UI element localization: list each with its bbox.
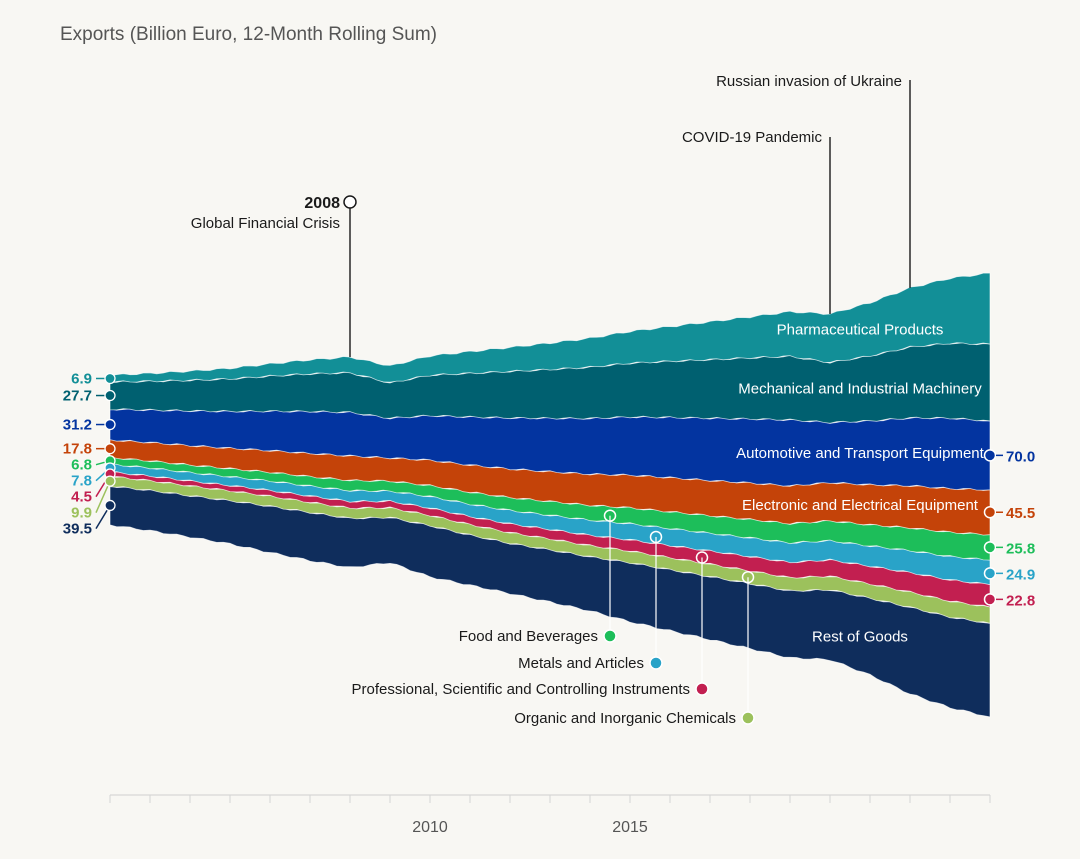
callout-marker-2 — [695, 682, 709, 696]
callout-label-1: Organic and Inorganic Chemicals — [514, 710, 736, 727]
end-marker-6 — [983, 449, 997, 462]
end-value-6: 70.0 — [1006, 448, 1035, 465]
end-marker-3 — [983, 567, 997, 580]
start-marker-8 — [104, 372, 116, 385]
callout-label-2: Professional, Scientific and Controlling… — [352, 681, 691, 698]
layer-label-5: Electronic and Electrical Equipment — [742, 497, 979, 514]
stream-layers — [109, 272, 991, 718]
start-marker-7 — [104, 389, 116, 402]
end-value-labels: 70.0 45.5 25.8 24.9 22.8 — [983, 448, 1035, 609]
callout-point-2 — [695, 551, 709, 564]
callout-label-3: Metals and Articles — [518, 655, 644, 672]
covid-annotation-text: COVID-19 Pandemic — [682, 129, 823, 146]
end-value-4: 25.8 — [1006, 540, 1035, 557]
gfc-annotation-text: Global Financial Crisis — [191, 215, 340, 232]
callout-label-4: Food and Beverages — [459, 628, 598, 645]
callout-marker-4 — [603, 629, 617, 643]
start-connector-1 — [95, 480, 111, 513]
stream-layer-8 — [109, 272, 991, 384]
callout-point-4 — [603, 509, 617, 522]
start-value-7: 27.7 — [63, 388, 92, 405]
callout-point-1 — [741, 570, 755, 584]
series-callouts: Food and Beverages Metals and Articles Pro… — [352, 509, 755, 727]
start-value-6: 31.2 — [63, 417, 92, 434]
start-marker-0 — [104, 499, 116, 512]
start-value-1: 9.9 — [71, 505, 92, 522]
start-value-0: 39.5 — [63, 521, 92, 538]
end-value-5: 45.5 — [1006, 505, 1035, 522]
start-value-4: 6.8 — [71, 457, 92, 474]
stream-layer-2 — [109, 471, 991, 608]
start-value-5: 17.8 — [63, 441, 92, 458]
start-value-2: 4.5 — [71, 489, 92, 506]
callout-point-3 — [649, 530, 663, 544]
end-marker-4 — [983, 541, 997, 554]
start-value-8: 6.9 — [71, 370, 92, 387]
x-tick-label-2015: 2015 — [612, 819, 648, 836]
ukraine-annotation-text: Russian invasion of Ukraine — [716, 73, 902, 90]
gfc-annotation-year: 2008 — [304, 195, 340, 212]
x-tick-label-2010: 2010 — [412, 819, 448, 836]
start-marker-6 — [104, 418, 116, 431]
end-marker-5 — [983, 505, 997, 519]
start-value-labels: 6.927.7 31.2 17.86.87.84.59.939.5 — [63, 370, 116, 538]
chart-title: Exports (Billion Euro, 12-Month Rolling … — [60, 24, 437, 45]
start-marker-1 — [104, 475, 116, 487]
gfc-annotation-marker — [343, 195, 357, 209]
start-marker-5 — [104, 443, 116, 455]
callout-marker-1 — [741, 711, 755, 725]
layer-label-7: Mechanical and Industrial Machinery — [738, 380, 982, 397]
layer-labels: Rest of Goods Electronic and Electrical E… — [736, 321, 984, 645]
end-value-2: 22.8 — [1006, 592, 1035, 609]
end-value-3: 24.9 — [1006, 566, 1035, 583]
callout-marker-3 — [649, 656, 663, 670]
layer-label-8: Pharmaceutical Products — [777, 321, 944, 338]
layer-label-6: Automotive and Transport Equipment — [736, 445, 984, 462]
x-axis: 2010 2015 — [109, 794, 991, 836]
event-annotations: 2008 Global Financial Crisis COVID-19 Pa… — [191, 73, 911, 357]
stream-layer-3 — [109, 463, 991, 586]
start-value-3: 7.8 — [71, 473, 92, 490]
end-marker-2 — [983, 593, 997, 606]
layer-label-0: Rest of Goods — [812, 629, 908, 646]
